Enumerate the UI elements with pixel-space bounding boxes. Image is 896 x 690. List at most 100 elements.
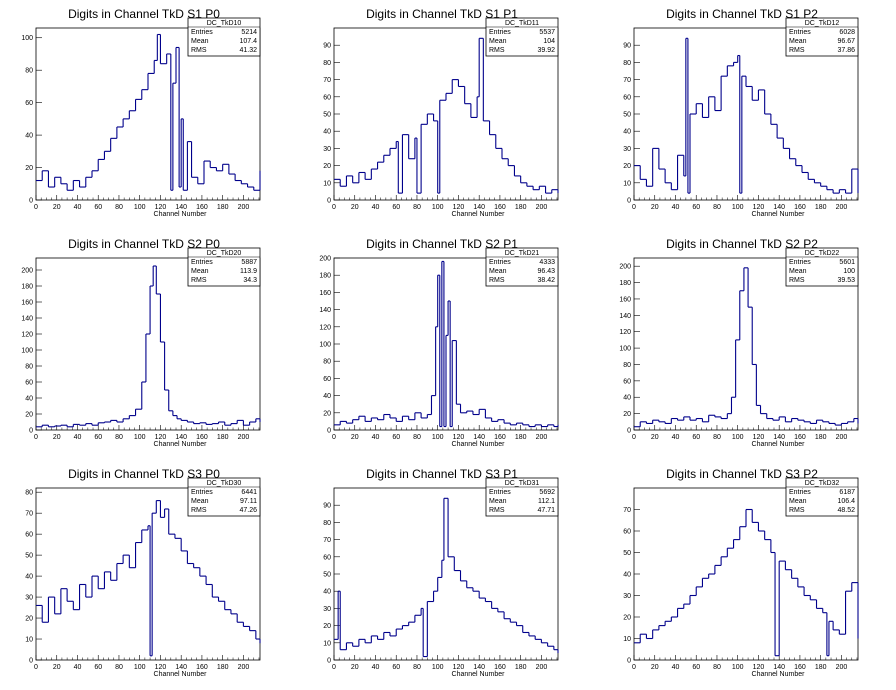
chart-p0-xtick-label-2: 40 xyxy=(74,204,82,211)
chart-p3-xtick-label-4: 80 xyxy=(115,434,123,441)
chart-p2-ytick-label-3: 30 xyxy=(623,146,631,153)
chart-p0-ytick-label-2: 40 xyxy=(25,133,33,140)
chart-p0-xtick-label-3: 60 xyxy=(94,204,102,211)
chart-p1-title: Digits in Channel TkD S1 P1 xyxy=(366,7,518,21)
chart-p8-ytick-label-7: 70 xyxy=(623,507,631,514)
chart-p6-xtick-label-2: 40 xyxy=(74,664,82,671)
chart-p8-xtick-label-8: 160 xyxy=(794,664,806,671)
chart-p4-ytick-label-8: 160 xyxy=(319,290,331,297)
chart-p5-xtick-label-1: 20 xyxy=(651,434,659,441)
chart-p5-stat-value-1: 100 xyxy=(843,268,855,275)
chart-p7-statbox: DC_TkD31 Entries 5692 Mean 112.1 RMS 47.71 xyxy=(485,477,559,517)
chart-p1-ytick-label-6: 60 xyxy=(323,94,331,101)
chart-p3-title: Digits in Channel TkD S2 P0 xyxy=(68,237,220,251)
chart-p0-frame xyxy=(35,27,261,201)
chart-p7-stat-label-1: Mean xyxy=(489,498,507,505)
histogram-panel-s1p2: Digits in Channel TkD S1 P2 0 20 40 60 80 100 1… xyxy=(598,0,896,230)
chart-p0-xtick-label-5: 100 xyxy=(134,204,146,211)
histogram-svg-s3p2: Digits in Channel TkD S3 P20 20 40 60 80 100 1… xyxy=(623,467,859,678)
chart-p6-xtick-label-1: 20 xyxy=(53,664,61,671)
chart-p5-xtick-label-3: 60 xyxy=(692,434,700,441)
chart-p4-xtick-label-10: 200 xyxy=(536,434,548,441)
chart-p8-ytick-label-3: 30 xyxy=(623,593,631,600)
chart-p1-xtick-label-0: 0 xyxy=(332,204,336,211)
chart-p7-ytick-label-0: 0 xyxy=(327,658,331,665)
chart-p0-ytick-label-4: 80 xyxy=(25,68,33,75)
chart-p8-stat-value-0: 6187 xyxy=(839,489,855,496)
chart-p5-xtick-label-9: 180 xyxy=(815,434,827,441)
chart-p3-ytick-label-4: 80 xyxy=(25,364,33,371)
chart-p6-xtick-label-3: 60 xyxy=(94,664,102,671)
chart-p6-xtick-label-0: 0 xyxy=(34,664,38,671)
chart-p3-xtick-label-9: 180 xyxy=(217,434,229,441)
chart-p8-ytick-label-1: 10 xyxy=(623,636,631,643)
chart-p5-xtick-label-5: 100 xyxy=(732,434,744,441)
chart-p2-xtick-label-4: 80 xyxy=(713,204,721,211)
chart-p7-ytick-label-7: 70 xyxy=(323,537,331,544)
chart-p2-statbox: DC_TkD12 Entries 6028 Mean 96.67 RMS 37.86 xyxy=(785,17,859,57)
chart-p2-ytick-label-1: 10 xyxy=(623,180,631,187)
chart-p1-ytick-label-9: 90 xyxy=(323,43,331,50)
histogram-svg-s2p1: Digits in Channel TkD S2 P1 0 20 40 60 80 100 1… xyxy=(319,237,559,448)
chart-p5-stat-name: DC_TkD22 xyxy=(805,250,840,257)
chart-p1-ytick-label-5: 50 xyxy=(323,112,331,119)
chart-p4-stat-name: DC_TkD21 xyxy=(505,250,540,257)
chart-p4-xtick-label-2: 40 xyxy=(372,434,380,441)
chart-p7-ytick-label-4: 40 xyxy=(323,589,331,596)
chart-p4-xlabel: Channel Number xyxy=(452,441,506,448)
chart-p0-stat-value-0: 5214 xyxy=(241,29,257,36)
histogram-svg-s3p0: Digits in Channel TkD S3 P00 20 40 60 80 100 1… xyxy=(25,467,261,678)
chart-p3-ytick-label-1: 20 xyxy=(25,412,33,419)
chart-p7-stat-name: DC_TkD31 xyxy=(505,480,540,487)
chart-p3-xtick-label-1: 20 xyxy=(53,434,61,441)
chart-p5-ytick-label-10: 200 xyxy=(619,264,631,271)
chart-p5-xlabel: Channel Number xyxy=(752,441,806,448)
chart-p6-statbox: DC_TkD30 Entries 6441 Mean 97.11 RMS 47.26 xyxy=(187,477,261,517)
chart-p6-ytick-label-3: 30 xyxy=(25,595,33,602)
chart-p1-stat-label-2: RMS xyxy=(489,47,505,54)
chart-p3-ytick-label-8: 160 xyxy=(21,300,33,307)
chart-p8-series xyxy=(634,508,859,657)
chart-p7-xtick-label-2: 40 xyxy=(372,664,380,671)
chart-p6-statbox-frame xyxy=(187,477,261,517)
chart-p8-stat-value-2: 48.52 xyxy=(837,507,855,514)
chart-p4-stat-value-2: 38.42 xyxy=(537,277,555,284)
chart-p1-xtick-label-1: 20 xyxy=(351,204,359,211)
chart-p4-xtick-label-1: 20 xyxy=(351,434,359,441)
chart-p2-xtick-label-1: 20 xyxy=(651,204,659,211)
chart-p5-ytick-label-4: 80 xyxy=(623,362,631,369)
chart-p8-ytick-label-4: 40 xyxy=(623,572,631,579)
chart-p0-ytick-label-5: 100 xyxy=(21,35,33,42)
chart-p3-statbox-frame xyxy=(187,247,261,287)
chart-p3-ytick-label-5: 100 xyxy=(21,348,33,355)
chart-p4-statbox: DC_TkD21 Entries 4333 Mean 96.43 RMS 38.42 xyxy=(485,247,559,287)
chart-p6-stat-value-0: 6441 xyxy=(241,489,257,496)
chart-p0-xtick-label-0: 0 xyxy=(34,204,38,211)
chart-p8-stat-label-2: RMS xyxy=(789,507,805,514)
chart-p2-ytick-label-7: 70 xyxy=(623,77,631,84)
chart-p2-ytick-label-8: 80 xyxy=(623,60,631,67)
chart-p8-xtick-label-6: 120 xyxy=(753,664,765,671)
chart-p3-frame xyxy=(35,257,261,431)
chart-p1-ytick-label-1: 10 xyxy=(323,180,331,187)
chart-p4-title: Digits in Channel TkD S2 P1 xyxy=(366,237,518,251)
chart-p2-stat-label-2: RMS xyxy=(789,47,805,54)
chart-p5-ytick-label-2: 40 xyxy=(623,395,631,402)
chart-p6-xtick-label-4: 80 xyxy=(115,664,123,671)
histogram-svg-s3p1: Digits in Channel TkD S3 P10 20 40 60 80 100 1… xyxy=(323,467,559,678)
chart-p0-xtick-label-1: 20 xyxy=(53,204,61,211)
chart-p1-ytick-label-0: 0 xyxy=(327,198,331,205)
chart-p6-ytick-label-4: 40 xyxy=(25,574,33,581)
chart-p4-stat-label-0: Entries xyxy=(489,259,511,266)
chart-p7-ytick-label-5: 50 xyxy=(323,572,331,579)
histogram-panel-s3p0: Digits in Channel TkD S3 P0 0 20 40 60 80 100 1… xyxy=(0,460,298,690)
chart-p6-ytick-label-5: 50 xyxy=(25,553,33,560)
chart-p6-xtick-label-10: 200 xyxy=(238,664,250,671)
chart-p1-ytick-label-2: 20 xyxy=(323,163,331,170)
histogram-svg-s1p1: Digits in Channel TkD S1 P10 20 40 60 80 100 1… xyxy=(323,7,559,218)
chart-p4-stat-label-1: Mean xyxy=(489,268,507,275)
chart-p5-ytick-label-3: 60 xyxy=(623,378,631,385)
chart-p2-xtick-label-10: 200 xyxy=(836,204,848,211)
chart-p4-ytick-label-7: 140 xyxy=(319,307,331,314)
chart-p7-stat-label-0: Entries xyxy=(489,489,511,496)
